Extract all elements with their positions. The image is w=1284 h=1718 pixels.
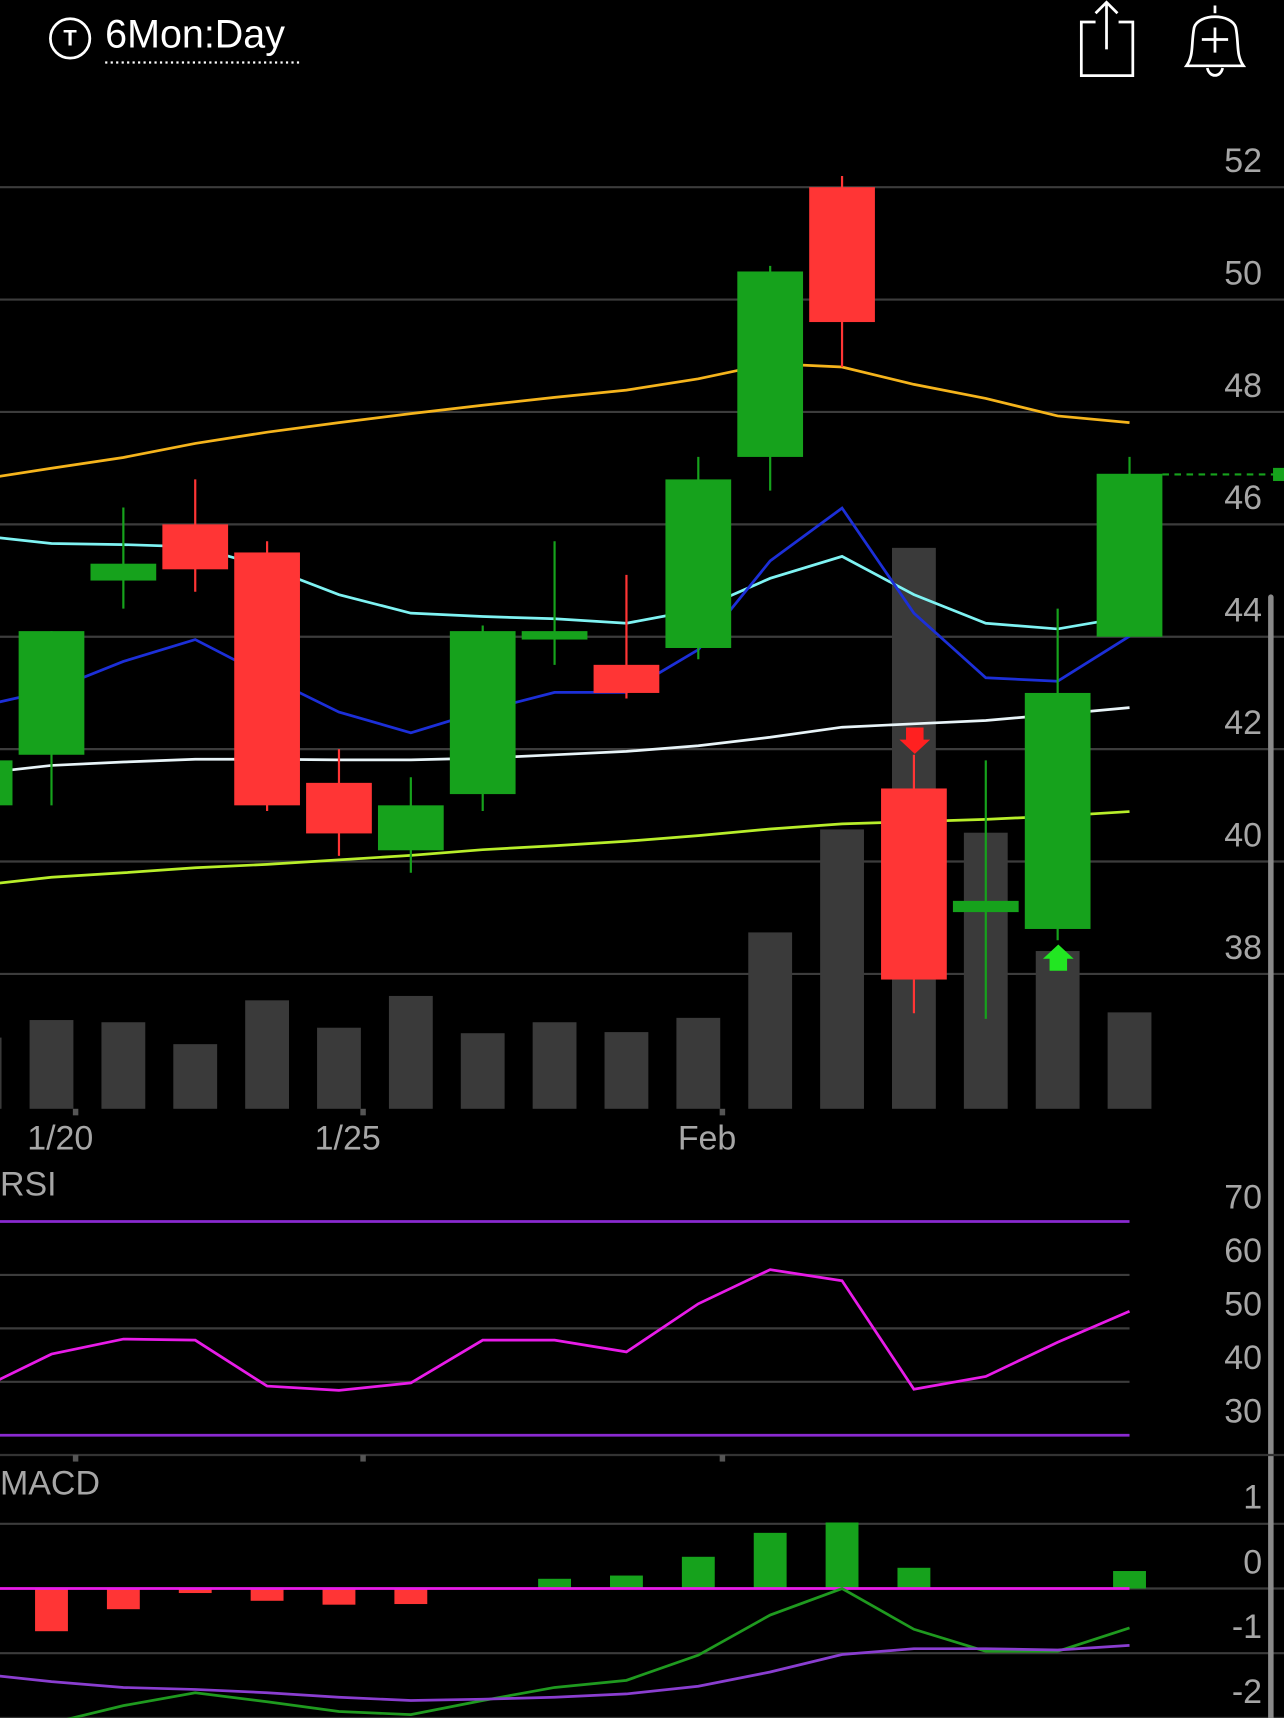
macd-line [0,1644,1130,1702]
y-tick-label: 40 [1224,1339,1262,1377]
histogram-bar [897,1567,931,1589]
period-selector[interactable]: 6Mon:Day [105,13,285,57]
y-tick-label: 40 [1224,816,1262,854]
volume-bar [101,1022,146,1109]
y-tick-label: 38 [1224,929,1262,967]
sell-signal [899,727,931,754]
volume-bar [1107,1012,1152,1109]
candle-body [952,900,1019,913]
y-tick-label: -2 [1232,1673,1262,1711]
candle-body [377,805,444,851]
histogram-bar [106,1588,140,1610]
volume-bar [173,1044,218,1109]
volume-bar [604,1032,649,1109]
y-tick-label: 70 [1224,1179,1262,1217]
histogram-bar [394,1588,428,1605]
volume-bar [317,1027,361,1109]
buy-signal [1042,944,1074,971]
y-tick-label: 50 [1224,1285,1262,1323]
histogram-bar [753,1532,787,1589]
plots [0,175,1284,1718]
y-tick-label: -1 [1232,1608,1262,1646]
histogram-bar [825,1522,859,1589]
candle-body [521,631,588,640]
rsi-line [0,1268,1131,1392]
histogram-bar [1113,1571,1146,1589]
histogram-bar [178,1588,212,1594]
alert-icon[interactable] [1183,5,1247,77]
volume-bar [1035,951,1080,1109]
y-tick-label: 1 [1243,1479,1262,1517]
volume-bar [388,995,433,1109]
histogram-bar [322,1588,356,1605]
moving-average [0,810,1130,885]
x-tick-label: 1/25 [315,1120,381,1158]
y-tick-label: 30 [1224,1392,1262,1430]
volume-bar [29,1020,74,1109]
candle-body [449,631,516,795]
volume-bar [676,1017,721,1109]
candle-body [593,664,660,693]
moving-average [0,706,1130,773]
y-tick-label: 50 [1224,254,1262,292]
candle-body [0,760,13,806]
candle-body [90,563,157,581]
panel-label: RSI [0,1166,57,1204]
macd-line [66,1587,1130,1718]
histogram-bar [610,1575,643,1589]
moving-average [0,362,1130,478]
histogram-bar [35,1588,68,1632]
volume-bar [245,1000,290,1109]
moving-average [0,506,1131,735]
candle-body [809,187,875,323]
candle-body [1096,473,1163,637]
volume-bar [748,932,793,1109]
candle-body [234,552,300,806]
y-tick-label: 48 [1224,367,1262,405]
volume-bar [820,829,864,1109]
badge-letter: T [63,25,77,50]
candle-body [737,271,804,457]
x-tick-label: Feb [678,1120,737,1158]
y-tick-label: 52 [1224,142,1262,180]
volume-bar [0,1037,2,1109]
candle-body [1024,692,1091,929]
volume-bar [532,1022,577,1109]
y-tick-label: 46 [1224,479,1262,517]
candle-body [18,631,85,755]
histogram-bar [250,1588,284,1601]
histogram-bar [538,1578,572,1589]
candle-body [665,479,732,648]
y-tick-label: 44 [1224,592,1262,630]
y-tick-label: 0 [1243,1543,1262,1581]
candle-body [306,782,372,834]
y-tick-label: 42 [1224,704,1262,742]
x-tick-label: 1/20 [27,1120,93,1158]
badge-circle [49,17,92,60]
last-price-marker [1273,467,1284,482]
share-icon[interactable] [1079,0,1135,78]
histogram-bar [681,1556,715,1589]
panel-label: MACD [0,1465,100,1503]
candle-body [881,788,947,980]
volume-bar [460,1033,505,1109]
y-tick-label: 60 [1224,1232,1262,1270]
candle-body [162,524,229,570]
